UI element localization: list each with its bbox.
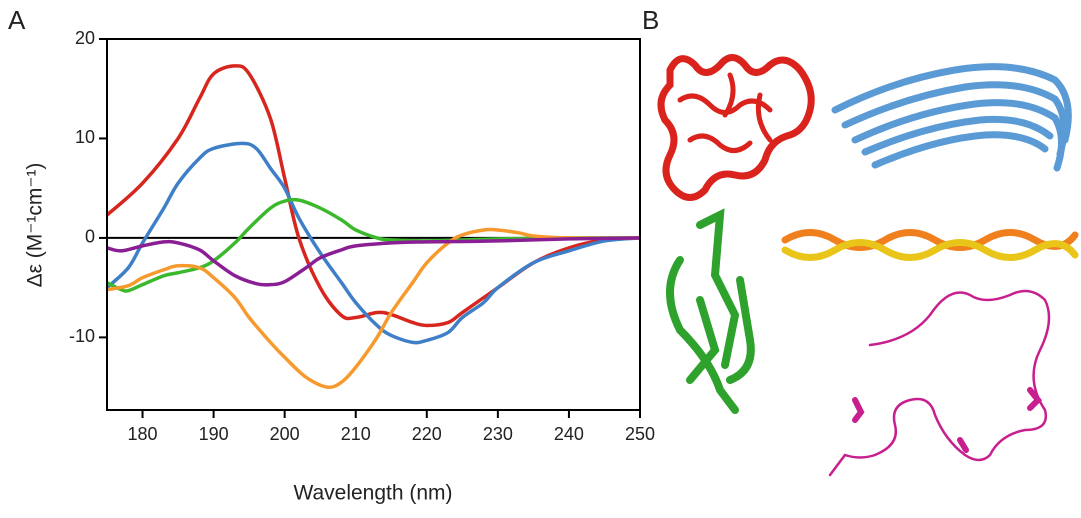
x-tick-label: 250 (625, 424, 655, 444)
x-tick-label: 180 (128, 424, 158, 444)
x-tick-label: 220 (412, 424, 442, 444)
spectrum-line (107, 141, 640, 345)
x-tick-label: 200 (270, 424, 300, 444)
x-tick-label: 190 (199, 424, 229, 444)
y-axis-title: Δε (M⁻¹cm⁻¹) (24, 163, 47, 288)
spectrum-line (107, 236, 640, 287)
spectrum-line (107, 64, 640, 328)
plot-frame (106, 38, 641, 411)
y-tick-label: -10 (69, 326, 95, 346)
disordered-chain (828, 289, 1051, 477)
x-tick-label: 230 (483, 424, 513, 444)
x-tick-label: 210 (341, 424, 371, 444)
y-tick-label: 20 (75, 28, 95, 48)
y-tick-label: 10 (75, 127, 95, 147)
helical-protein (657, 54, 815, 201)
x-axis-title: Wavelength (nm) (293, 482, 452, 505)
protein-structures (657, 54, 1079, 477)
x-tick-label: 240 (554, 424, 584, 444)
y-tick-label: 0 (85, 227, 95, 247)
coiled-coil (781, 229, 1079, 261)
spectrum-line (107, 227, 640, 390)
plot-area: 180 190 200 210 220 230 240 250 -10 0 10 20 (69, 28, 655, 444)
panel-label: A (8, 5, 26, 35)
beta-sandwich (666, 208, 755, 414)
panel-label: B (642, 5, 659, 35)
beta-sheet-fibril (831, 63, 1072, 172)
